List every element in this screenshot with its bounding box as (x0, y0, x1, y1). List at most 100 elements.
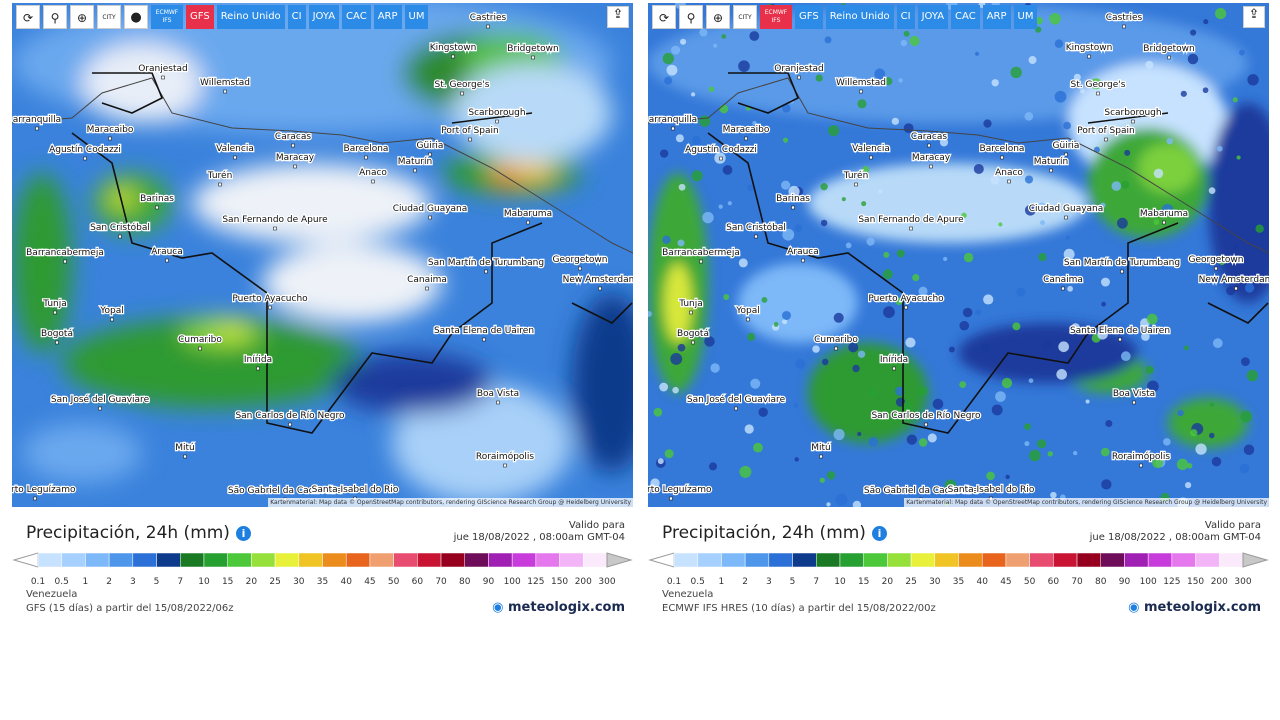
model-button[interactable]: CAC (342, 5, 371, 29)
model-button[interactable]: CI (896, 5, 915, 29)
tool-button[interactable]: ⚲ (679, 5, 703, 29)
precip-area (1168, 398, 1248, 448)
precip-cell (1105, 419, 1113, 428)
share-button[interactable]: ⇪ (607, 6, 629, 28)
precip-cell (1107, 327, 1114, 334)
color-bar: 0.1 0.5 1 2 3 5 7 10 15 20 25 30 35 40 45 50 60 70 80 90 100… (648, 552, 1269, 587)
model-button[interactable]: ECMWF IFS (151, 5, 183, 29)
color-label: 90 (483, 577, 495, 587)
model-button[interactable]: Reino Unido (825, 5, 894, 29)
city-label: San Cristóbal (726, 222, 786, 233)
tool-button[interactable]: ⚲ (43, 5, 67, 29)
precip-cell (1054, 39, 1064, 48)
model-button[interactable]: CAC (951, 5, 980, 29)
precip-cell (998, 222, 1003, 227)
marker-button[interactable]: ● (124, 5, 148, 29)
city-marker (218, 182, 222, 187)
model-button[interactable]: ARP (373, 5, 402, 29)
city-label: San Martín de Turumbang (1064, 258, 1180, 268)
precip-cell (857, 431, 862, 437)
precip-cell (991, 79, 999, 87)
city-label: Mitú (811, 443, 831, 453)
city-marker (486, 24, 490, 29)
color-step (393, 552, 418, 568)
color-step (61, 552, 86, 568)
city-marker (484, 269, 488, 274)
city-marker (53, 310, 57, 315)
precip-cell (1047, 451, 1054, 457)
precip-cell (690, 92, 696, 97)
model-button[interactable]: UM (404, 5, 429, 29)
precip-cell (727, 201, 732, 206)
precip-cell (1067, 285, 1073, 292)
precip-cell (1024, 423, 1031, 431)
precipitation-map: Castries Kingstown Bridgetown Oranjestad Wil… (648, 3, 1269, 507)
precip-cell (780, 180, 791, 190)
city-label: Barcelona (344, 144, 389, 154)
city-marker (55, 340, 59, 345)
precip-cell (1232, 243, 1239, 249)
coastline (12, 77, 633, 254)
model-button[interactable]: JOYA (308, 5, 340, 29)
info-icon[interactable]: i (235, 526, 251, 541)
color-step (1053, 552, 1078, 568)
city-button[interactable]: CITY (97, 5, 121, 29)
model-button[interactable]: UM (1013, 5, 1038, 29)
precip-cell (794, 224, 803, 232)
color-step (1147, 552, 1173, 568)
model-button[interactable]: JOYA (917, 5, 949, 29)
color-step (227, 552, 252, 568)
color-label: 80 (1095, 577, 1107, 587)
toolbar: ⟳ ⚲ ⊕ CITY ● ECMWF IFS GFS Reino Unido CI JOYA CAC… (16, 5, 429, 29)
city-marker (1139, 463, 1143, 468)
precip-cell (874, 68, 886, 80)
bar-arrow-high (1242, 552, 1269, 568)
precip-cell (1029, 449, 1041, 462)
city-marker (428, 215, 432, 220)
city-marker (927, 143, 931, 148)
color-label: 30 (929, 577, 941, 587)
model-button[interactable]: GFS (186, 5, 214, 29)
share-button[interactable]: ⇪ (1243, 6, 1265, 28)
precip-cell (983, 294, 994, 305)
city-label: St. George's (1071, 80, 1126, 90)
color-step (464, 552, 489, 568)
precip-cell (895, 297, 903, 306)
model-button[interactable]: GFS (795, 5, 823, 29)
city-label: Mitú (175, 443, 195, 453)
city-label: Bridgetown (1143, 44, 1194, 54)
color-label: 35 (953, 577, 964, 587)
precip-cell (820, 182, 828, 191)
model-button[interactable]: ARP (982, 5, 1011, 29)
precip-cell (939, 138, 949, 147)
city-label: San Carlos de Río Negro (871, 411, 981, 421)
city-label: Barrancabermeja (662, 248, 740, 258)
city-label: Inírida (880, 355, 908, 365)
city-marker (797, 75, 801, 80)
info-icon[interactable]: i (871, 526, 887, 541)
brand-logo[interactable]: ◉ meteologix.com (1128, 600, 1261, 615)
city-label: San Fernando de Apure (858, 215, 964, 225)
precip-area (108, 188, 136, 208)
city-button[interactable]: CITY (733, 5, 757, 29)
brand-logo[interactable]: ◉ meteologix.com (492, 600, 625, 615)
precip-cell (659, 382, 669, 392)
color-label: 20 (882, 577, 894, 587)
color-label: 2 (106, 577, 112, 587)
model-button[interactable]: ECMWF IFS (760, 5, 792, 29)
tool-button[interactable]: ⊕ (70, 5, 94, 29)
precip-cell (1153, 168, 1164, 179)
model-button[interactable]: CI (287, 5, 306, 29)
color-step (958, 552, 983, 568)
model-button[interactable]: Reino Unido (216, 5, 285, 29)
tool-button[interactable]: ⟳ (652, 5, 676, 29)
city-marker (869, 155, 873, 160)
city-label: Yopal (99, 306, 124, 316)
tool-button[interactable]: ⊕ (706, 5, 730, 29)
precip-cell (1058, 341, 1070, 353)
precip-cell (680, 38, 687, 45)
tool-button[interactable]: ⟳ (16, 5, 40, 29)
city-marker (468, 137, 472, 142)
color-step (1100, 552, 1125, 568)
precip-cell (898, 78, 903, 83)
